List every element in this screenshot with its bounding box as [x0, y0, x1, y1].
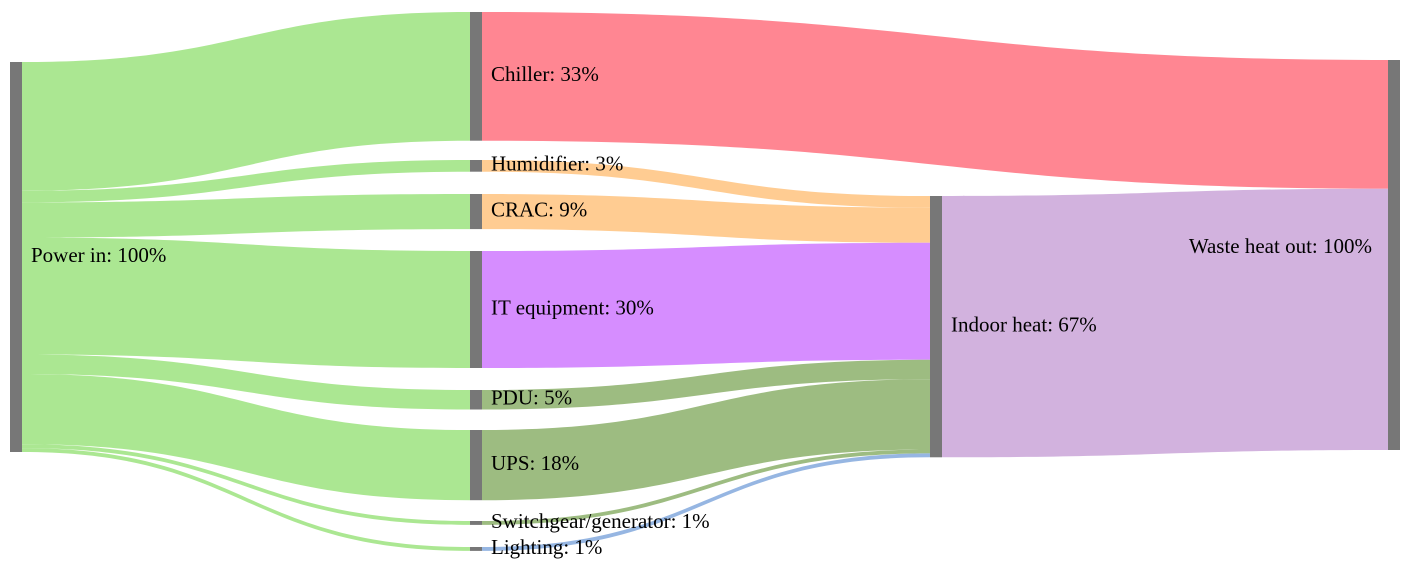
node	[470, 160, 482, 172]
link	[22, 160, 470, 203]
node	[1388, 60, 1400, 450]
link	[22, 354, 470, 410]
link	[482, 453, 930, 551]
node	[470, 547, 482, 551]
node-label: IT equipment: 30%	[491, 295, 654, 319]
link	[482, 12, 1388, 189]
link	[482, 449, 930, 525]
node-label: CRAC: 9%	[491, 197, 587, 221]
node	[470, 12, 482, 141]
node-label: Power in: 100%	[31, 243, 166, 267]
link	[482, 242, 930, 368]
node-label: PDU: 5%	[491, 386, 572, 410]
node-label: Humidifier: 3%	[491, 152, 623, 176]
node-label: Waste heat out: 100%	[1189, 234, 1372, 258]
link	[22, 237, 470, 368]
node-label: Indoor heat: 67%	[951, 312, 1097, 336]
link	[22, 448, 470, 551]
node-label: Switchgear/generator: 1%	[491, 509, 710, 533]
node	[470, 194, 482, 230]
links	[22, 12, 1388, 551]
link	[22, 12, 470, 191]
node	[470, 390, 482, 410]
node	[470, 521, 482, 525]
node	[10, 62, 22, 452]
link	[482, 160, 930, 208]
node-label: Lighting: 1%	[491, 535, 602, 559]
link	[22, 374, 470, 501]
node	[930, 196, 942, 458]
node-label: Chiller: 33%	[491, 62, 599, 86]
link	[482, 379, 930, 501]
link	[22, 194, 470, 238]
node-label: UPS: 18%	[491, 451, 579, 475]
link	[482, 359, 930, 410]
node	[470, 251, 482, 368]
link	[942, 188, 1388, 458]
link	[482, 194, 930, 243]
node	[470, 430, 482, 501]
link	[22, 444, 470, 525]
